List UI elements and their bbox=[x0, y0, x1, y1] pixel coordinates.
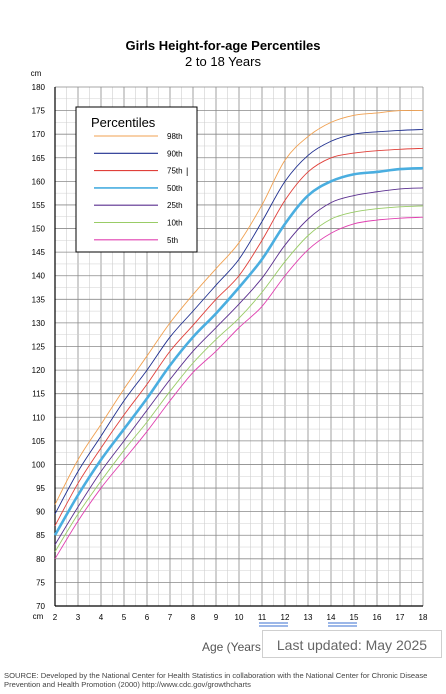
percentile-lines bbox=[53, 109, 424, 560]
y-tick-label: 155 bbox=[32, 201, 46, 210]
y-tick-label: 140 bbox=[32, 272, 46, 281]
series-line-90th bbox=[54, 129, 424, 515]
x-tick-label: 8 bbox=[191, 613, 196, 622]
legend-label-10th: 10th bbox=[167, 219, 183, 228]
y-tick-label: 160 bbox=[32, 177, 46, 186]
y-tick-label: 115 bbox=[32, 390, 45, 399]
legend-label-90th: 90th bbox=[167, 149, 183, 158]
axis-ticks: 7075808590951001051101151201251301351401… bbox=[32, 83, 428, 627]
series-line-5th bbox=[54, 216, 424, 560]
legend-box bbox=[75, 106, 198, 253]
legend-title: Percentiles bbox=[91, 115, 156, 130]
y-tick-label: 175 bbox=[32, 107, 46, 116]
x-tick-label: 18 bbox=[419, 613, 428, 622]
y-tick-label: 125 bbox=[32, 343, 46, 352]
series-line-75th bbox=[54, 147, 424, 527]
y-tick-label: 95 bbox=[36, 484, 45, 493]
x-axis-label: Age (Years bbox=[202, 640, 261, 654]
x-tick-label: 4 bbox=[99, 613, 104, 622]
legend-mark: | bbox=[186, 166, 188, 176]
x-tick-label: 12 bbox=[281, 613, 290, 622]
x-tick-label: 14 bbox=[327, 613, 336, 622]
legend-label-75th: 75th bbox=[167, 167, 183, 176]
y-tick-label: 110 bbox=[32, 413, 45, 422]
x-tick-label: 15 bbox=[350, 613, 359, 622]
source-note: SOURCE: Developed by the National Center… bbox=[4, 671, 428, 689]
y-tick-label: 120 bbox=[32, 366, 46, 375]
series-line-10th bbox=[54, 205, 424, 552]
series-line-25th bbox=[54, 187, 424, 545]
x-tick-label: 10 bbox=[235, 613, 244, 622]
x-tick-label: 13 bbox=[304, 613, 313, 622]
x-tick-label: 3 bbox=[76, 613, 81, 622]
y-tick-label: 85 bbox=[36, 531, 45, 540]
y-tick-label: 135 bbox=[32, 295, 46, 304]
y-axis-label-top: cm bbox=[31, 69, 42, 78]
x-tick-label: 16 bbox=[373, 613, 382, 622]
series-line-50th bbox=[53, 166, 424, 536]
y-axis-label-bottom: cm bbox=[33, 612, 44, 621]
series-line-98th bbox=[54, 109, 424, 505]
chart-title: Girls Height-for-age Percentiles bbox=[125, 38, 321, 53]
y-tick-label: 145 bbox=[32, 248, 46, 257]
x-tick-label: 11 bbox=[258, 613, 267, 622]
legend-label-98th: 98th bbox=[167, 132, 183, 141]
legend-label-25th: 25th bbox=[167, 201, 183, 210]
y-tick-label: 130 bbox=[32, 319, 46, 328]
y-tick-label: 75 bbox=[36, 578, 45, 587]
legend-label-50th: 50th bbox=[167, 184, 183, 193]
y-tick-label: 180 bbox=[32, 83, 46, 92]
y-tick-label: 80 bbox=[36, 555, 45, 564]
x-tick-label: 17 bbox=[396, 613, 405, 622]
legend: Percentiles 98th 90th 75th |50th 25th 10th 5th bbox=[75, 106, 198, 253]
x-tick-label: 2 bbox=[53, 613, 58, 622]
chart-subtitle: 2 to 18 Years bbox=[185, 54, 261, 69]
y-tick-label: 170 bbox=[32, 130, 46, 139]
y-tick-label: 165 bbox=[32, 154, 46, 163]
x-tick-label: 6 bbox=[145, 613, 150, 622]
x-tick-label: 5 bbox=[122, 613, 127, 622]
y-tick-label: 150 bbox=[32, 225, 46, 234]
y-tick-label: 70 bbox=[36, 602, 45, 611]
x-tick-label: 7 bbox=[168, 613, 173, 622]
y-tick-label: 90 bbox=[36, 508, 45, 517]
legend-label-5th: 5th bbox=[167, 236, 178, 245]
x-tick-label: 9 bbox=[214, 613, 219, 622]
y-tick-label: 100 bbox=[32, 460, 46, 469]
y-tick-label: 105 bbox=[32, 437, 46, 446]
last-updated-badge: Last updated: May 2025 bbox=[262, 630, 442, 658]
